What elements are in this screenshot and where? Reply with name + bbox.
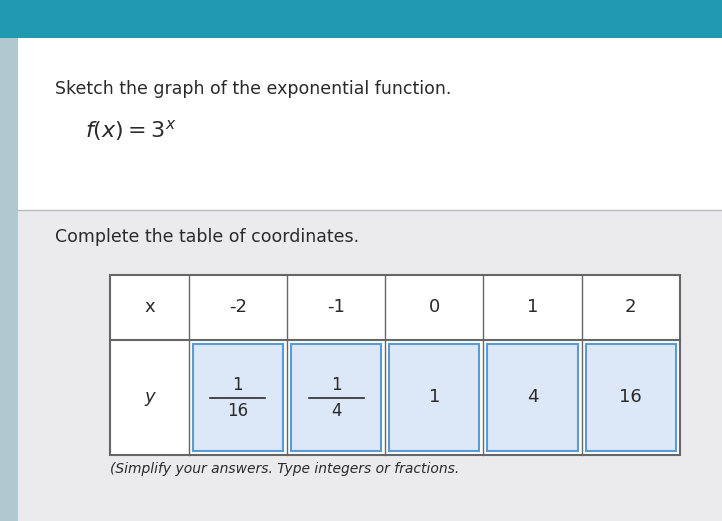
Bar [389, 344, 479, 451]
Bar [193, 344, 283, 451]
Text: 0: 0 [429, 299, 440, 316]
Bar [0, 38, 18, 521]
Text: 16: 16 [619, 389, 643, 406]
Bar [18, 210, 722, 521]
Bar [110, 275, 680, 455]
Bar [291, 344, 381, 451]
Text: -2: -2 [229, 299, 247, 316]
Bar [18, 38, 722, 298]
Bar [487, 344, 578, 451]
Text: 4: 4 [331, 402, 342, 419]
Text: 2: 2 [625, 299, 637, 316]
Bar [0, 0, 722, 38]
Text: 4: 4 [527, 389, 539, 406]
Text: y: y [144, 389, 155, 406]
Text: $f(x)=3^x$: $f(x)=3^x$ [85, 118, 176, 143]
Text: x: x [144, 299, 155, 316]
Text: 1: 1 [232, 376, 243, 393]
Text: 1: 1 [429, 389, 440, 406]
Text: Sketch the graph of the exponential function.: Sketch the graph of the exponential func… [55, 80, 451, 98]
Text: (Simplify your answers. Type integers or fractions.: (Simplify your answers. Type integers or… [110, 462, 459, 476]
Text: -1: -1 [327, 299, 345, 316]
Bar [586, 344, 676, 451]
Text: 16: 16 [227, 402, 248, 419]
Text: 1: 1 [331, 376, 342, 393]
Text: 1: 1 [527, 299, 539, 316]
Text: Complete the table of coordinates.: Complete the table of coordinates. [55, 228, 359, 246]
